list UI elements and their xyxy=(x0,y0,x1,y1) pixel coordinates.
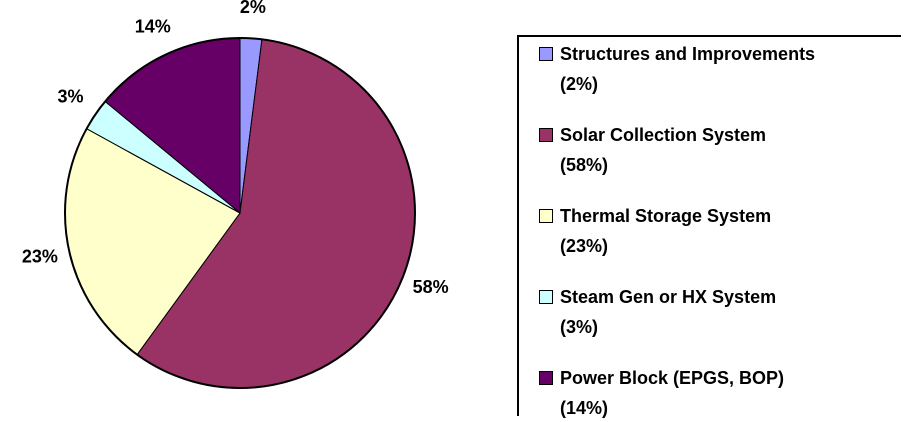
legend-swatch xyxy=(539,128,553,142)
legend-value: (14%) xyxy=(560,398,609,418)
slice-label: 2% xyxy=(240,0,266,17)
slice-label: 3% xyxy=(57,87,83,107)
pie-outline xyxy=(64,37,416,389)
legend-label: Structures and Improvements xyxy=(560,44,816,64)
legend-value: (3%) xyxy=(560,317,599,337)
legend-label: Solar Collection System xyxy=(560,125,767,145)
legend-value: (2%) xyxy=(560,74,599,94)
legend-swatch xyxy=(539,371,553,385)
legend-swatch xyxy=(539,209,553,223)
legend: Structures and Improvements (2%) Solar Col… xyxy=(517,35,901,418)
slice-label: 23% xyxy=(22,246,58,266)
slice-label: 14% xyxy=(135,16,171,36)
legend-value: (23%) xyxy=(560,236,609,256)
legend-value: (58%) xyxy=(560,155,609,175)
slice-label: 58% xyxy=(413,277,449,297)
legend-label: Thermal Storage System xyxy=(560,206,772,226)
pie-chart: 2% 58% 23% 3% 14% xyxy=(22,0,449,389)
legend-swatch xyxy=(539,47,553,61)
legend-label: Steam Gen or HX System xyxy=(560,287,777,307)
legend-label: Power Block (EPGS, BOP) xyxy=(560,368,785,388)
legend-swatch xyxy=(539,290,553,304)
